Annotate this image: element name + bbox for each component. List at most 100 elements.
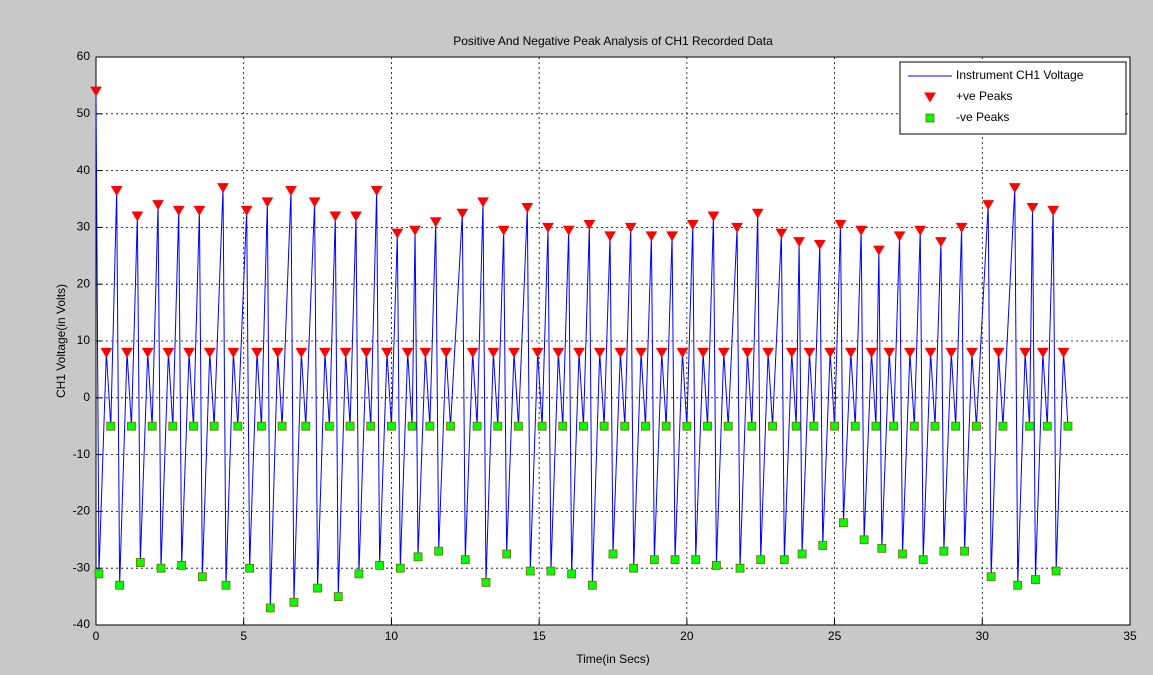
negative-peak-marker [301,421,311,431]
negative-peak-marker [723,421,733,431]
positive-peak-marker [162,347,175,358]
positive-peak-marker [90,86,102,97]
positive-peak-marker [360,347,373,358]
positive-peak-marker [855,225,868,236]
y-tick-label: 60 [77,49,91,63]
negative-peak-marker [1013,580,1023,590]
negative-peak-marker [333,592,343,601]
negative-peak-marker [608,549,618,559]
positive-peak-marker [655,347,668,358]
positive-peak-marker [865,347,878,358]
positive-peak-marker [227,347,240,358]
negative-peak-marker [257,421,266,431]
negative-peak-marker [1025,421,1034,431]
positive-peak-marker [966,347,978,358]
y-tick-label: 50 [77,106,91,120]
negative-peak-marker [94,569,104,579]
positive-peak-marker [100,347,113,358]
positive-peak-marker [775,228,788,239]
y-tick-label: 10 [77,333,91,347]
positive-peak-marker [924,347,937,358]
positive-peak-marker [172,205,185,216]
positive-peak-marker [785,347,798,358]
negative-peak-marker [502,549,512,559]
y-tick-label: 30 [77,220,91,234]
negative-peak-marker [791,421,801,431]
positive-peak-marker [271,347,284,358]
negative-peak-marker [830,421,839,431]
negative-peak-marker [189,421,198,431]
positive-peak-marker [401,347,414,358]
positive-peak-marker [329,211,342,222]
y-tick-label: 40 [77,163,91,177]
negative-peak-marker [735,563,745,573]
negative-peak-marker [115,580,125,590]
negative-peak-marker [998,421,1008,431]
positive-peak-marker [370,185,383,196]
negative-peak-marker [177,560,187,570]
y-tick-label: 0 [83,390,90,404]
legend: Instrument CH1 Voltage +ve Peaks -ve Peaks [899,61,1127,135]
positive-peak-marker [308,197,321,208]
negative-peak-marker [537,421,547,431]
positive-peak-marker [183,347,195,358]
negative-peak-marker [277,421,287,431]
x-tick-label: 5 [240,629,247,643]
negative-peak-marker [425,421,435,431]
negative-peak-marker [413,552,423,562]
positive-peak-marker [295,347,308,358]
negative-peak-marker [345,421,355,431]
positive-peak-marker [1019,347,1031,358]
negative-peak-marker [1063,421,1073,431]
positive-peak-marker [697,347,709,358]
positive-peak-marker [193,205,206,216]
positive-peak-marker [1036,347,1049,358]
negative-peak-marker [567,569,577,579]
negative-peak-marker [579,421,588,431]
negative-peak-marker [493,421,503,431]
negative-peak-marker [809,421,819,431]
legend-marker [925,113,935,123]
negative-peak-marker [1051,566,1061,576]
negative-peak-marker [768,421,777,431]
positive-peak-marker [1026,203,1039,214]
marks [90,86,1073,613]
positive-peak-marker [141,347,154,358]
positive-peak-marker [261,197,274,208]
negative-peak-marker [197,572,207,582]
legend-box [899,61,1127,135]
negative-peak-marker [871,421,881,431]
chart-title: Positive And Negative Peak Analysis of C… [453,34,773,48]
negative-peak-marker [649,555,659,565]
negative-peak-marker [641,421,650,431]
negative-peak-marker [703,421,712,431]
legend-marker [924,92,936,103]
negative-peak-marker [670,555,680,565]
negative-peak-marker [354,569,364,579]
negative-peak-marker [395,563,405,573]
negative-peak-marker [599,421,609,431]
negative-peak-marker [850,421,860,431]
negative-peak-marker [245,563,255,573]
negative-peak-marker [472,421,482,431]
negative-peak-marker [859,535,869,545]
negative-peak-marker [1042,421,1052,431]
negative-peak-marker [960,546,969,556]
positive-peak-marker [717,347,730,358]
legend-label: +ve Peaks [956,89,1012,103]
negative-peak-marker [587,580,597,590]
positive-peak-marker [635,347,647,358]
negative-peak-marker [951,421,961,431]
positive-peak-marker [350,211,362,222]
negative-peak-marker [889,421,899,431]
negative-peak-marker [147,421,157,431]
positive-peak-marker [203,347,216,358]
positive-peak-marker [762,347,774,358]
x-tick-label: 0 [93,629,100,643]
positive-peak-marker [945,347,958,358]
negative-peak-marker [434,546,444,556]
negative-peak-marker [939,546,949,556]
negative-peak-marker [1031,575,1040,584]
positive-peak-marker [645,231,658,242]
